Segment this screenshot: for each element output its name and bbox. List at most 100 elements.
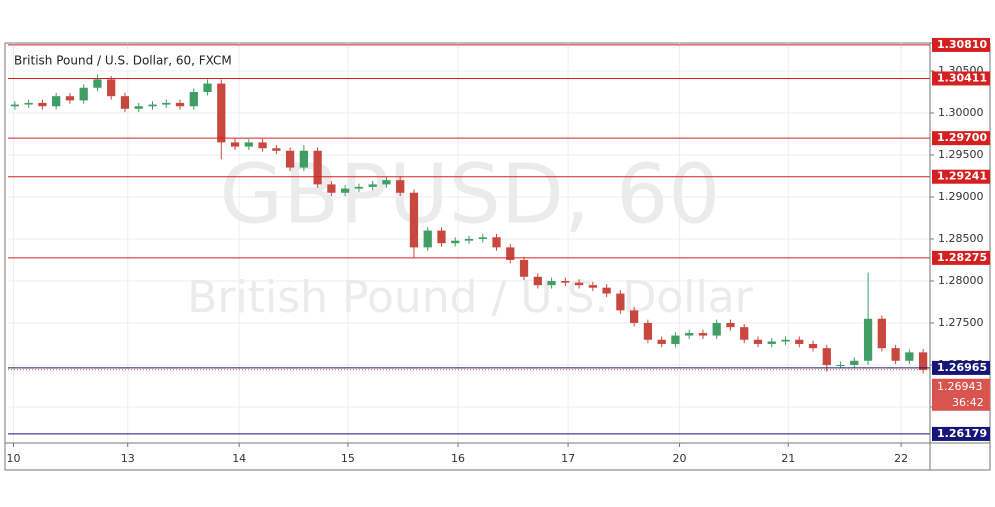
candle-body <box>726 322 735 328</box>
candle-body <box>808 343 818 349</box>
level-label-box <box>932 131 990 146</box>
candle-body <box>478 237 487 239</box>
candle-body <box>451 240 460 244</box>
x-tick-label: 20 <box>673 452 687 465</box>
chart-frame <box>4 42 991 471</box>
watermark: GBPUSD, 60 <box>220 147 721 242</box>
candle-body <box>685 333 694 336</box>
x-tick-label: 17 <box>561 452 575 465</box>
candle-body <box>918 352 928 371</box>
candle-body <box>203 83 212 92</box>
level-label: 1.26965 <box>937 361 987 374</box>
x-tick-label: 15 <box>341 452 355 465</box>
level-label-box <box>932 169 990 184</box>
candle-body <box>698 333 708 336</box>
candle-body <box>492 237 501 248</box>
candle-body <box>341 188 350 193</box>
candle-body <box>285 150 295 168</box>
candle-body <box>24 102 33 105</box>
x-tick-label: 10 <box>7 452 21 465</box>
candle-body <box>519 259 529 277</box>
level-label: 1.30411 <box>937 71 987 84</box>
candle-body <box>877 318 886 349</box>
candle-body <box>230 142 240 147</box>
y-tick-label: 1.28500 <box>938 232 984 245</box>
level-label: 1.29241 <box>937 170 987 183</box>
candle-body <box>409 192 419 248</box>
chart-title: British Pound / U.S. Dollar, 60, FXCM <box>14 54 232 68</box>
current-price-label: 1.26943 <box>937 380 983 393</box>
candle-body <box>464 238 474 241</box>
candle-body <box>588 285 597 288</box>
candle-body <box>630 310 639 323</box>
candle-body <box>120 96 130 109</box>
x-tick-label: 22 <box>894 452 908 465</box>
level-label-box <box>932 426 990 441</box>
candle-body <box>850 360 859 365</box>
x-tick-label: 14 <box>232 452 246 465</box>
candle-body <box>396 180 405 193</box>
candle-body <box>272 148 281 151</box>
level-label: 1.29700 <box>937 131 987 144</box>
level-label-box <box>932 71 990 86</box>
candle-body <box>753 339 763 344</box>
candle-body <box>506 247 515 260</box>
candle-body <box>781 339 790 342</box>
candle-body <box>162 102 171 105</box>
countdown-label: 36:42 <box>952 396 984 409</box>
candle-body <box>65 96 75 101</box>
candle-body <box>189 91 198 107</box>
candle-body <box>217 83 226 143</box>
x-tick-label: 16 <box>451 452 465 465</box>
candle-body <box>327 184 336 193</box>
candle-body <box>134 106 143 109</box>
candle-body <box>148 104 157 107</box>
candle-body <box>52 96 61 107</box>
candle-body <box>258 142 267 149</box>
candle-body <box>657 339 666 344</box>
candle-body <box>616 293 625 311</box>
y-tick-label: 1.29000 <box>938 190 984 203</box>
candle-body <box>602 287 611 294</box>
candle-body <box>423 230 432 248</box>
watermark-subtitle: British Pound / U.S. Dollar <box>187 272 753 323</box>
candle-body <box>712 322 721 336</box>
y-tick-label: 1.29500 <box>938 148 984 161</box>
candle-body <box>547 280 556 286</box>
candle-body <box>863 318 873 361</box>
candle-body <box>643 322 653 340</box>
current-price-box <box>932 378 990 411</box>
level-label-box <box>932 250 990 265</box>
candle-body <box>382 180 391 185</box>
y-tick-label: 1.28000 <box>938 274 984 287</box>
candle-body <box>93 79 102 88</box>
y-tick-label: 1.27500 <box>938 316 984 329</box>
candle-body <box>795 339 804 344</box>
candle-body <box>175 102 185 107</box>
x-tick-label: 21 <box>781 452 795 465</box>
candle-body <box>437 230 446 244</box>
candle-body <box>38 102 47 107</box>
level-label: 1.26179 <box>937 427 987 440</box>
candle-body <box>299 150 308 168</box>
candle-body <box>533 276 542 286</box>
candle-body <box>671 335 680 344</box>
candle-body <box>244 142 253 147</box>
level-label-box <box>932 360 990 375</box>
candle-body <box>836 364 845 366</box>
candle-body <box>905 352 914 361</box>
candle-body <box>10 104 20 107</box>
candle-body <box>107 79 116 97</box>
x-tick-label: 13 <box>121 452 135 465</box>
candle-body <box>313 150 322 185</box>
y-tick-label: 1.30000 <box>938 106 984 119</box>
candle-body <box>574 282 584 286</box>
level-label: 1.30810 <box>937 38 987 51</box>
candle-body <box>767 341 776 344</box>
candle-body <box>368 184 377 187</box>
candle-body <box>740 327 749 340</box>
candle-body <box>822 348 831 365</box>
candle-body <box>354 186 364 189</box>
level-label: 1.28275 <box>937 251 987 264</box>
